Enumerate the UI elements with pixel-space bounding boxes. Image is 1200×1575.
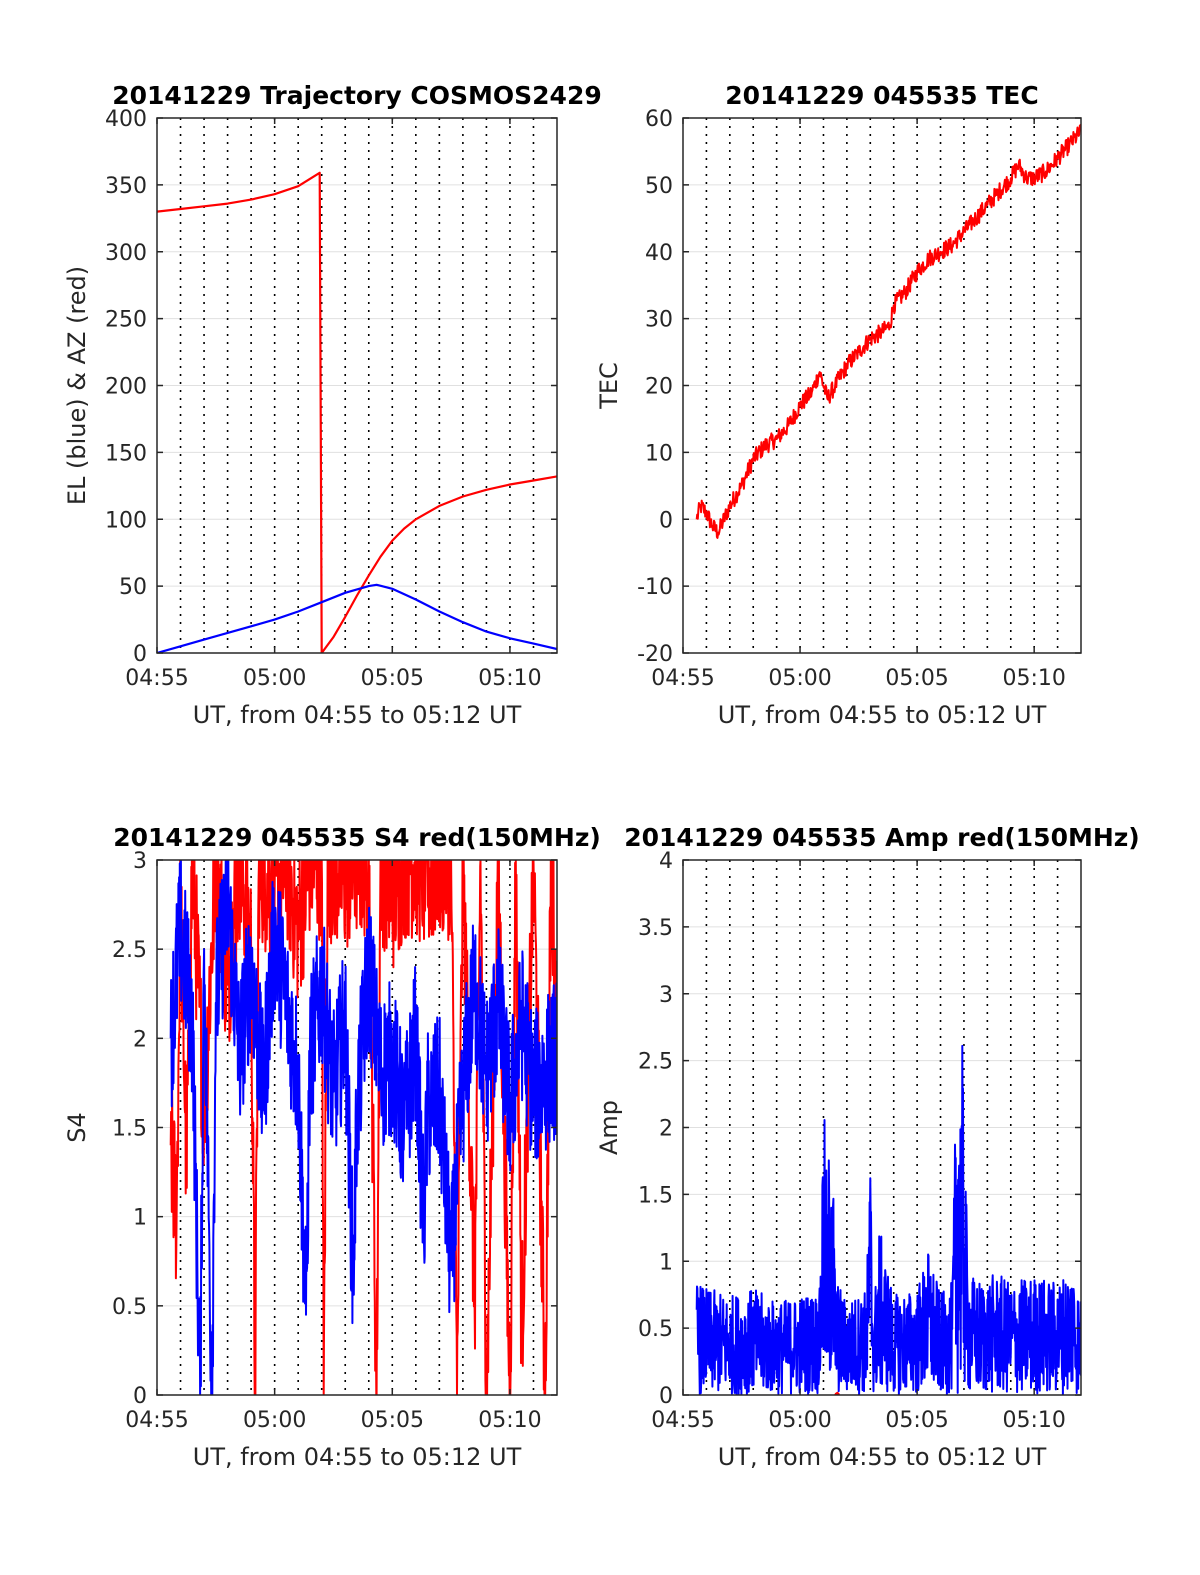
y-axis-label: Amp bbox=[595, 1100, 623, 1155]
y-tick-label: 0 bbox=[133, 642, 147, 667]
y-axis-label: EL (blue) & AZ (red) bbox=[63, 266, 91, 505]
y-tick-label: 1 bbox=[133, 1206, 147, 1231]
y-axis-label: TEC bbox=[595, 362, 623, 410]
series-line-1 bbox=[695, 124, 1081, 539]
y-tick-label: 1.5 bbox=[638, 1183, 673, 1208]
y-tick-label: 40 bbox=[645, 241, 673, 266]
y-tick-label: -10 bbox=[637, 575, 673, 600]
series-group bbox=[157, 171, 557, 653]
y-tick-label: 3 bbox=[659, 983, 673, 1008]
x-tick-label: 05:10 bbox=[478, 666, 541, 691]
series-line-2 bbox=[169, 860, 557, 1395]
y-tick-label: 4 bbox=[659, 849, 673, 874]
x-tick-label: 04:55 bbox=[125, 1408, 188, 1433]
y-tick-label: 200 bbox=[105, 375, 147, 400]
y-tick-label: 50 bbox=[645, 174, 673, 199]
x-tick-label: 05:00 bbox=[243, 1408, 306, 1433]
series-group bbox=[169, 860, 557, 1395]
y-tick-label: 0 bbox=[133, 1384, 147, 1409]
chart-title: 20141229 045535 TEC bbox=[725, 81, 1038, 110]
subplot-2: -20 -10 0 10 20 30 40 50 60 04:55 05:00 05:05 05:10 2… bbox=[595, 81, 1082, 729]
y-tick-label: 0.5 bbox=[638, 1317, 673, 1342]
y-tick-label: 3.5 bbox=[638, 916, 673, 941]
x-tick-label: 05:10 bbox=[1002, 666, 1065, 691]
y-tick-label: 2 bbox=[133, 1027, 147, 1052]
x-tick-label: 05:05 bbox=[885, 1408, 948, 1433]
x-tick-label: 05:10 bbox=[1002, 1408, 1065, 1433]
y-tick-label: 0 bbox=[659, 1384, 673, 1409]
y-tick-label: 0 bbox=[659, 508, 673, 533]
x-tick-label: 05:05 bbox=[361, 1408, 424, 1433]
y-tick-label: 100 bbox=[105, 508, 147, 533]
y-tick-label: -20 bbox=[637, 642, 673, 667]
y-axis-label: S4 bbox=[63, 1112, 91, 1143]
series-line-2 bbox=[695, 1044, 1081, 1395]
y-tick-label: 400 bbox=[105, 107, 147, 132]
subplot-4: 0 0.5 1 1.5 2 2.5 3 3.5 4 04:55 05:00 05:05 05:10 201… bbox=[595, 823, 1140, 1471]
y-tick-label: 10 bbox=[645, 441, 673, 466]
y-tick-label: 2.5 bbox=[638, 1050, 673, 1075]
y-tick-label: 3 bbox=[133, 849, 147, 874]
y-tick-label: 50 bbox=[119, 575, 147, 600]
chart-title: 20141229 Trajectory COSMOS2429 bbox=[112, 81, 602, 110]
x-tick-label: 05:05 bbox=[885, 666, 948, 691]
chart-title: 20141229 045535 S4 red(150MHz) bbox=[113, 823, 601, 852]
y-tick-label: 0.5 bbox=[112, 1295, 147, 1320]
x-tick-label: 05:00 bbox=[768, 666, 831, 691]
y-tick-label: 60 bbox=[645, 107, 673, 132]
x-tick-label: 04:55 bbox=[651, 666, 714, 691]
x-tick-label: 05:00 bbox=[768, 1408, 831, 1433]
y-tick-label: 20 bbox=[645, 375, 673, 400]
x-tick-label: 04:55 bbox=[651, 1408, 714, 1433]
x-axis-label: UT, from 04:55 to 05:12 UT bbox=[193, 701, 522, 729]
x-axis-label: UT, from 04:55 to 05:12 UT bbox=[718, 701, 1047, 729]
y-tick-label: 300 bbox=[105, 241, 147, 266]
x-tick-label: 04:55 bbox=[125, 666, 188, 691]
y-tick-label: 350 bbox=[105, 174, 147, 199]
x-axis-label: UT, from 04:55 to 05:12 UT bbox=[193, 1443, 522, 1471]
y-tick-label: 250 bbox=[105, 308, 147, 333]
x-axis-label: UT, from 04:55 to 05:12 UT bbox=[718, 1443, 1047, 1471]
x-tick-label: 05:05 bbox=[361, 666, 424, 691]
y-tick-label: 1.5 bbox=[112, 1117, 147, 1142]
y-tick-label: 2 bbox=[659, 1117, 673, 1142]
y-tick-label: 30 bbox=[645, 308, 673, 333]
x-tick-label: 05:00 bbox=[243, 666, 306, 691]
subplot-1: 0 50 100 150 200 250 300 350 400 04:55 05:00 05:05 0… bbox=[63, 81, 602, 729]
y-tick-label: 1 bbox=[659, 1250, 673, 1275]
series-group bbox=[695, 124, 1081, 539]
x-tick-label: 05:10 bbox=[478, 1408, 541, 1433]
series-line-2 bbox=[157, 583, 557, 653]
chart-title: 20141229 045535 Amp red(150MHz) bbox=[624, 823, 1140, 852]
subplot-3: 0 0.5 1 1.5 2 2.5 3 04:55 05:00 05:05 05:10 2014122… bbox=[63, 823, 601, 1471]
y-tick-label: 150 bbox=[105, 441, 147, 466]
series-line-1 bbox=[157, 171, 557, 653]
y-tick-label: 2.5 bbox=[112, 938, 147, 963]
